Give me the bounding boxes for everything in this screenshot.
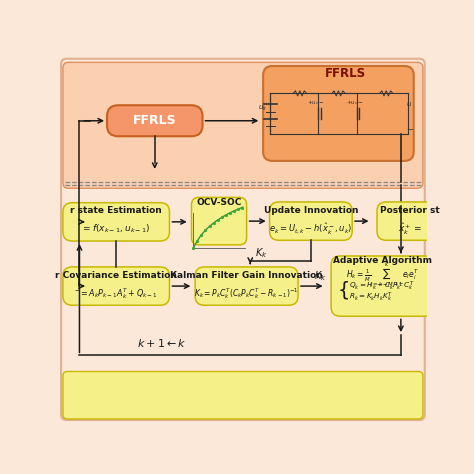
Text: $e_k = U_{t,k} - h(\hat{x}_k^-, u_k)$: $e_k = U_{t,k} - h(\hat{x}_k^-, u_k)$ bbox=[269, 222, 353, 237]
Text: $u_k$: $u_k$ bbox=[258, 104, 267, 113]
Text: Adaptive Algorithm: Adaptive Algorithm bbox=[333, 256, 432, 265]
FancyBboxPatch shape bbox=[63, 372, 423, 419]
FancyBboxPatch shape bbox=[63, 203, 170, 241]
Text: OCV-SOC: OCV-SOC bbox=[196, 198, 242, 207]
Text: Kalman Filter Gain Innovation: Kalman Filter Gain Innovation bbox=[170, 271, 323, 280]
FancyBboxPatch shape bbox=[63, 63, 423, 188]
Text: FFRLS: FFRLS bbox=[133, 114, 177, 127]
FancyBboxPatch shape bbox=[61, 59, 425, 420]
FancyBboxPatch shape bbox=[377, 202, 443, 240]
Text: $\hat{x}_k^+ =$: $\hat{x}_k^+ =$ bbox=[398, 221, 422, 237]
Text: $Q_k = H_k - C_k P_k^- C_k^T$: $Q_k = H_k - C_k P_k^- C_k^T$ bbox=[349, 280, 415, 293]
Text: $= f(x_{k-1}, u_{k-1})$: $= f(x_{k-1}, u_{k-1})$ bbox=[82, 223, 151, 236]
Text: $R_k = K_k H_k K_k^T$: $R_k = K_k H_k K_k^T$ bbox=[349, 291, 393, 304]
Text: $+u_c-$: $+u_c-$ bbox=[346, 98, 363, 107]
Text: r state Estimation: r state Estimation bbox=[70, 206, 162, 215]
Text: $K_k = P_k C_k^T(C_k P_k C_k^T - R_{k-1})^{-1}$: $K_k = P_k C_k^T(C_k P_k C_k^T - R_{k-1}… bbox=[194, 286, 299, 301]
Text: r Covariance Estimation: r Covariance Estimation bbox=[55, 271, 177, 280]
Text: $K_k$: $K_k$ bbox=[255, 246, 267, 260]
Text: $\{$: $\{$ bbox=[337, 279, 348, 301]
FancyBboxPatch shape bbox=[270, 202, 352, 240]
FancyBboxPatch shape bbox=[63, 267, 170, 305]
Text: $+u_c-$: $+u_c-$ bbox=[307, 98, 325, 107]
Text: $K_k$: $K_k$ bbox=[314, 270, 326, 283]
FancyBboxPatch shape bbox=[107, 105, 202, 136]
FancyBboxPatch shape bbox=[191, 197, 246, 245]
FancyBboxPatch shape bbox=[263, 66, 414, 161]
Text: Posterior st: Posterior st bbox=[380, 206, 440, 215]
Text: FFRLS: FFRLS bbox=[325, 67, 366, 80]
Text: $H_k = \frac{1}{M}\sum_{i=k-M+1}^{k} e_i e_i^T$: $H_k = \frac{1}{M}\sum_{i=k-M+1}^{k} e_i… bbox=[346, 261, 419, 290]
Text: Update Innovation: Update Innovation bbox=[264, 206, 358, 215]
Text: $^{-}= A_k P_{k-1} A_k^T + Q_{k-1}$: $^{-}= A_k P_{k-1} A_k^T + Q_{k-1}$ bbox=[74, 286, 158, 301]
FancyBboxPatch shape bbox=[331, 256, 434, 316]
Text: $-$: $-$ bbox=[406, 123, 415, 132]
FancyBboxPatch shape bbox=[195, 267, 298, 305]
Text: $k+1 \leftarrow k$: $k+1 \leftarrow k$ bbox=[137, 337, 187, 349]
Text: $u$: $u$ bbox=[406, 100, 412, 108]
